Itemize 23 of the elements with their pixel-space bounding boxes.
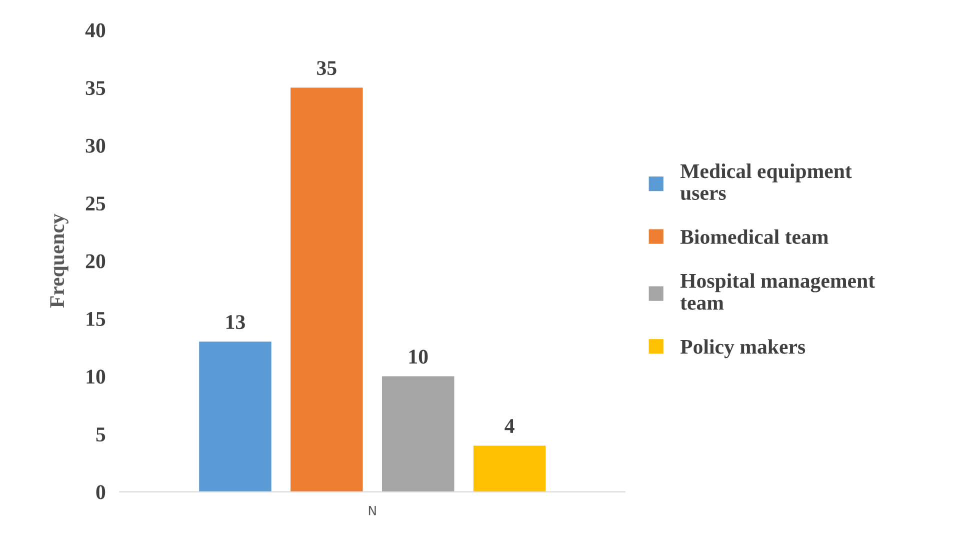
- y-tick-label: 40: [85, 23, 106, 38]
- data-label: 35: [317, 61, 336, 76]
- data-label: 4: [504, 419, 514, 433]
- y-tick-label: 10: [86, 370, 106, 384]
- y-axis-title: Frequency: [50, 214, 68, 308]
- legend-label: Policy makers: [680, 339, 806, 358]
- y-tick-label: 15: [86, 312, 106, 326]
- y-tick-label: 30: [86, 138, 106, 153]
- bar: [382, 376, 454, 492]
- y-tick-label: 25: [86, 196, 106, 211]
- y-tick-label: 20: [86, 254, 106, 268]
- bar: [199, 342, 272, 492]
- bar: [473, 446, 546, 492]
- y-tick-label: 5: [96, 428, 106, 442]
- data-label: 10: [409, 350, 428, 364]
- bar: [290, 88, 363, 492]
- legend-label: Biomedical team: [680, 229, 828, 244]
- data-label: 13: [226, 315, 245, 330]
- y-tick-label: 0: [96, 485, 106, 500]
- legend-label: Medical equipment users: [680, 164, 852, 200]
- legend-label: Hospital management team: [680, 273, 875, 310]
- x-tick-label: N: [368, 506, 376, 516]
- y-tick-label: 35: [86, 81, 106, 96]
